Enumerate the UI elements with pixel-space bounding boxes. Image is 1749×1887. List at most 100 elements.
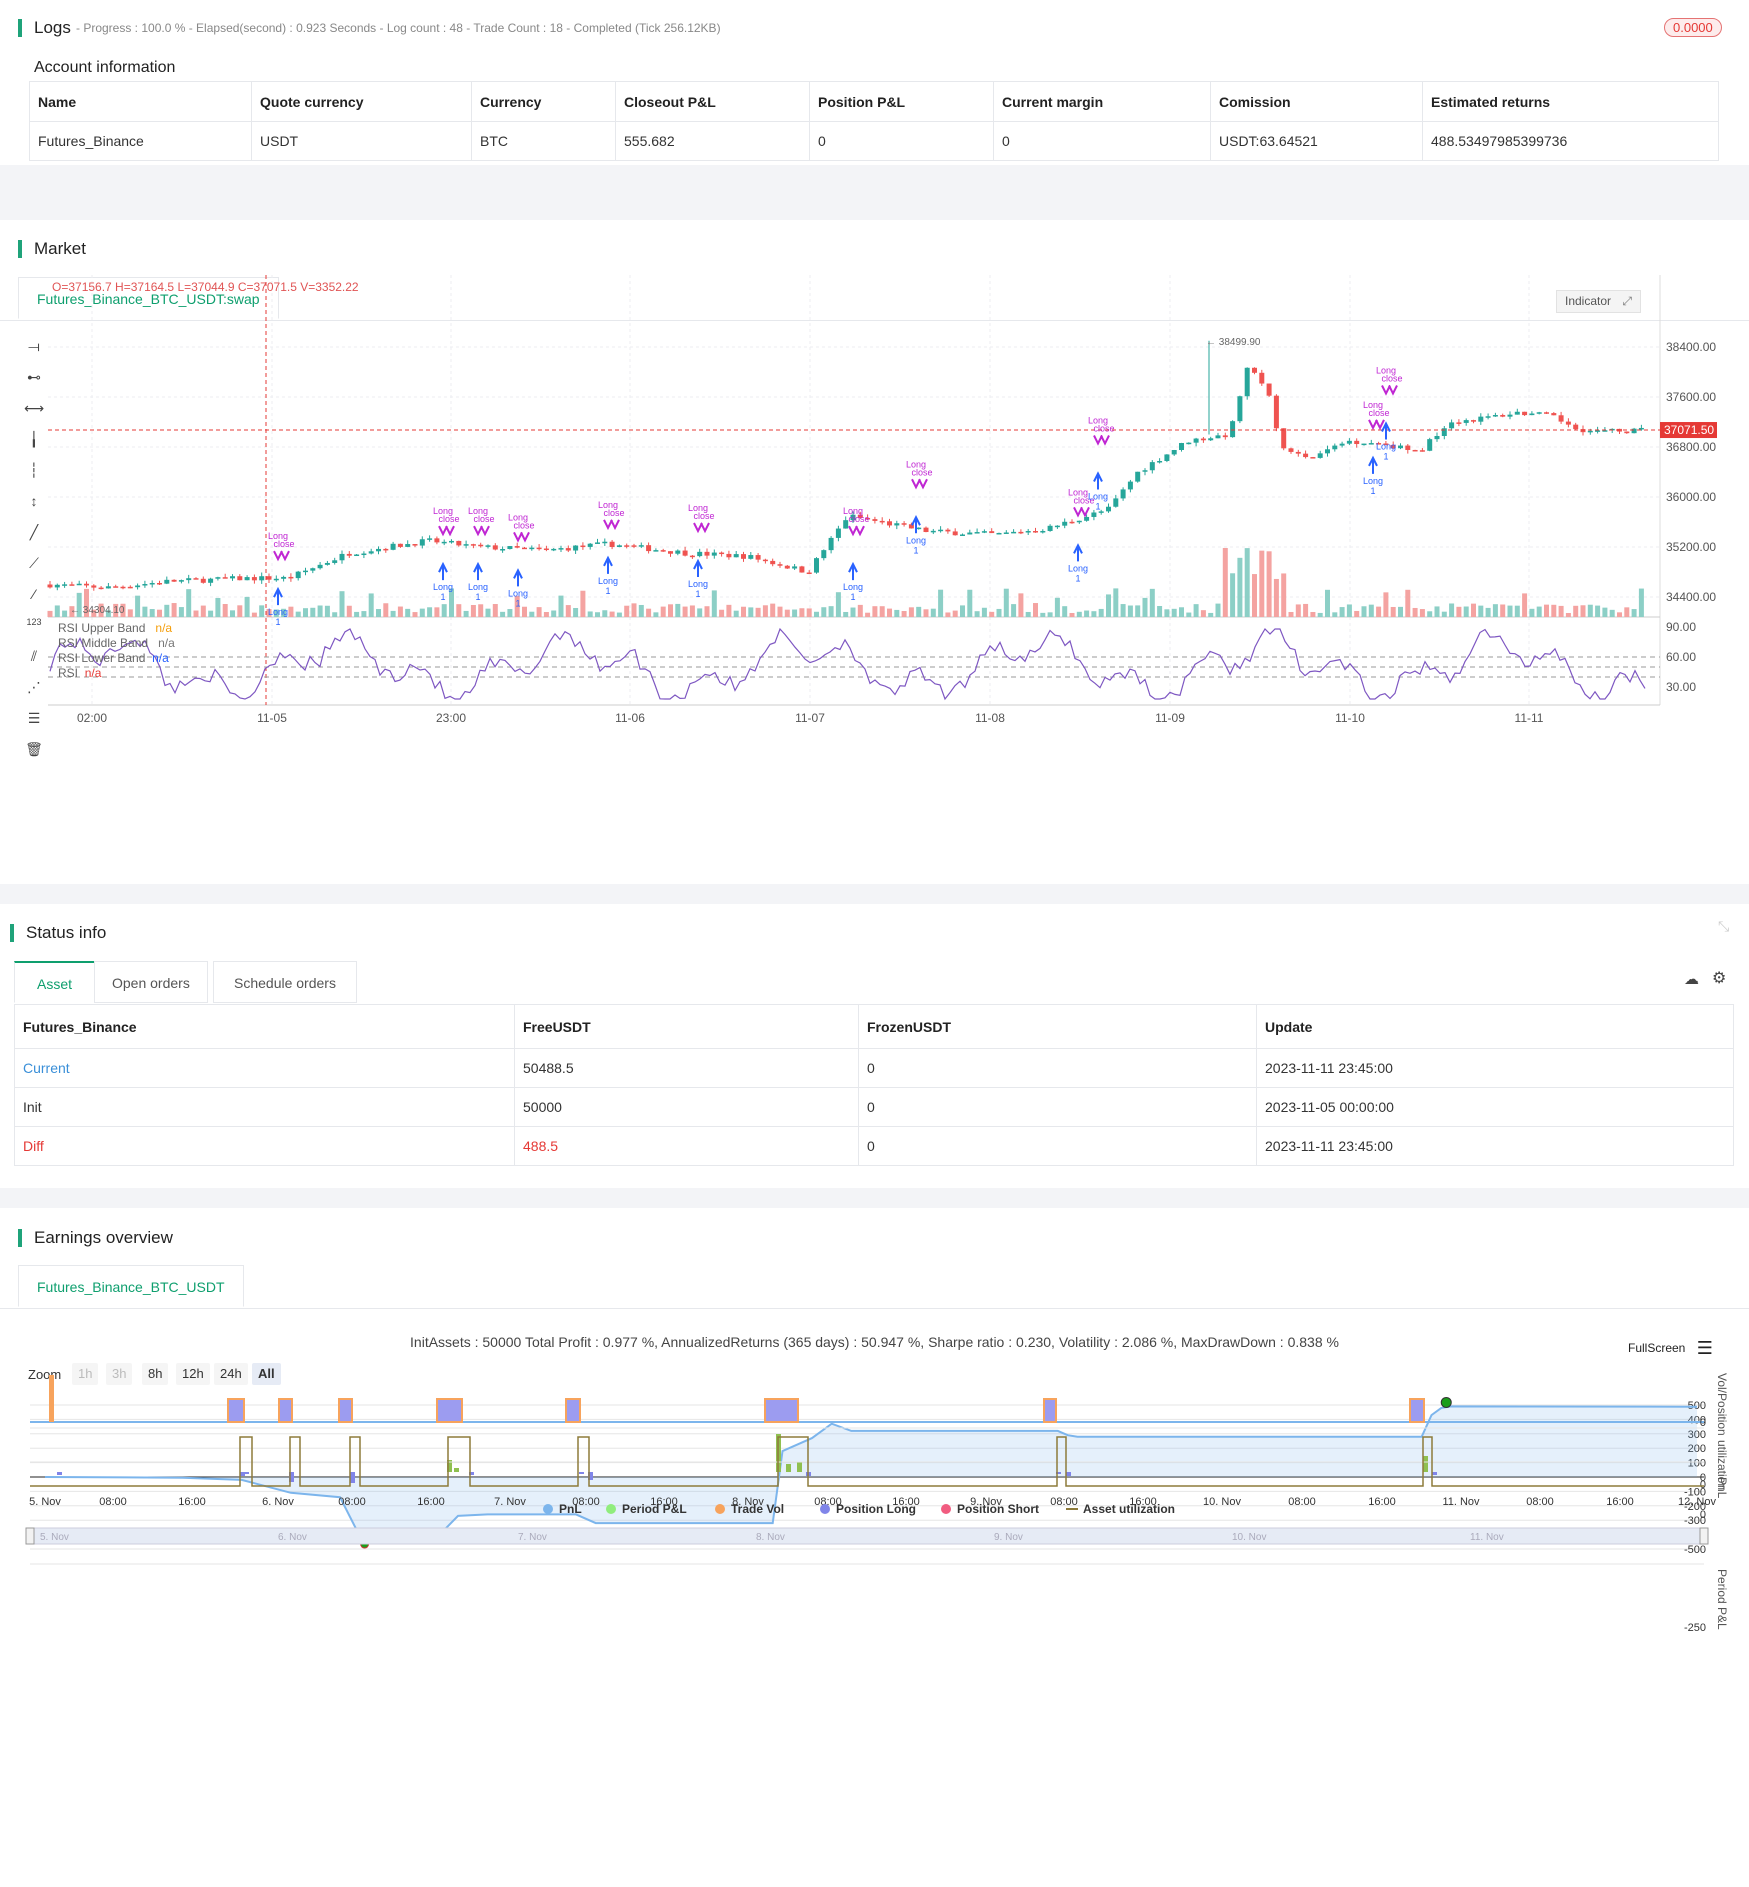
price-tick-label: 36800.00 [1666,440,1716,454]
volume-bar [1507,605,1513,617]
volume-bar [1405,589,1411,617]
volume-bar [1179,607,1184,617]
asset-header: Futures_Binance [14,1004,515,1049]
account-title: Account information [34,59,176,76]
gear-icon[interactable]: ⚙ [1712,970,1727,987]
asset-header: Update [1256,1004,1734,1049]
trend-line-icon[interactable]: ╱ [29,524,39,540]
volume-bar [478,604,484,617]
volume-bar [215,597,221,617]
volume-bar [602,610,608,617]
signal-long-label: Long [1088,416,1108,426]
horizontal-line-icon[interactable]: ⊷ [27,369,41,385]
volume-bar [529,611,535,617]
pnl-tick-label: 300 [1688,1429,1706,1441]
market-chart[interactable]: 38400.00 37600.00 36800.00 36000.00 35200.00… [47,275,1748,725]
candle-body [1390,444,1396,449]
signal-qty-label: 1 [440,592,445,602]
parallel-channel-icon[interactable]: ⫽ [30,648,38,664]
signal-up-arrow [273,586,283,606]
time-tick-label: 11-07 [795,711,825,725]
candle-body [668,551,673,554]
volume-bar [84,588,89,617]
candle-body [470,544,476,546]
zoom-24h[interactable]: 24h [214,1363,248,1385]
candle-body [770,560,776,565]
candle-body [1106,506,1111,512]
volume-bar [872,606,878,617]
trash-icon[interactable]: 🗑 [25,741,43,757]
zoom-8h[interactable]: 8h [142,1363,169,1385]
extended-line-icon[interactable]: ⁄ [32,586,36,602]
candle-body [390,543,396,550]
volume-bar [1186,612,1192,617]
volume-bar [405,608,411,617]
vertical-ray-icon[interactable]: ╽ [29,431,39,447]
volume-bar [1368,604,1374,617]
horizontal-segment-icon[interactable]: ⟷ [23,400,45,416]
candle-body [412,544,418,546]
horizontal-ray-icon[interactable]: ⟞ [28,338,40,354]
trade-vol-bar [49,1375,54,1422]
x-tick-label: 12. Nov [1678,1496,1716,1508]
tab-market-symbol[interactable]: Futures_Binance_BTC_USDT:swap [18,277,279,319]
candle-body [653,550,659,552]
candle-body [711,552,717,556]
indicator-button[interactable]: Indicator ⤢ [1556,290,1641,313]
x-tick-label: 9. Nov [970,1496,1002,1508]
zoom-12h[interactable]: 12h [176,1363,210,1385]
vertical-segment-icon[interactable]: ↕ [30,493,38,509]
volume-bar [514,595,520,617]
volume-bar [1244,548,1250,617]
signal-qty-label: 1 [1370,486,1375,496]
volume-bar [76,592,82,617]
vertical-line-icon[interactable]: ┆ [29,462,39,478]
x-tick-label: 16:00 [650,1496,678,1508]
account-header: Estimated returns [1422,81,1719,122]
signal-up-arrow [473,561,483,581]
candle-body [543,548,549,551]
asset-cell: 0 [858,1126,1257,1166]
volume-bar [784,609,790,617]
volume-bar [1157,606,1163,617]
signal-down-arrow [693,522,710,534]
volume-bar [668,604,673,617]
tab-earnings-symbol[interactable]: Futures_Binance_BTC_USDT [18,1265,244,1307]
menu-icon[interactable]: ☰ [1696,1338,1713,1358]
signal-close-label: close [1368,408,1389,418]
zoom-all[interactable]: All [252,1363,281,1385]
candle-body [1025,531,1031,533]
signal-qty-label: 1 [1383,452,1388,462]
tab-asset[interactable]: Asset [14,961,96,1003]
tab-open-orders[interactable]: Open orders [94,961,208,1003]
ray-line-icon[interactable]: ⟋ [29,555,39,571]
volume-bar [1266,551,1272,617]
candle-body [689,555,695,558]
fullscreen-button[interactable]: FullScreen ☰ [1628,1336,1713,1358]
fib-retracement-icon[interactable]: ☰ [27,710,41,726]
signal-entry-label: Long [1088,492,1108,502]
volume-bar [1215,603,1221,617]
tab-schedule-orders[interactable]: Schedule orders [213,961,357,1003]
cloud-download-icon[interactable]: ☁ [1684,971,1699,988]
asset-cell: 50488.5 [514,1048,859,1088]
candle-body [1383,443,1389,445]
price-label-icon[interactable]: 123 [26,617,42,627]
volume-bar [361,611,367,617]
signal-long-label: Long [1376,366,1396,376]
asset-utilization-line [30,1436,1704,1487]
candle-body [923,527,929,533]
signal-qty-label: 1 [515,598,520,608]
earnings-chart[interactable]: 5004003002001000-100-200-300-400-500PnL0… [0,1373,1749,1887]
expand-icon[interactable]: ⤢ [1622,294,1632,308]
collapse-icon[interactable]: ⤡ [1718,918,1730,934]
volume-bar [631,603,637,617]
volume-bar [711,590,717,617]
fib-icon[interactable]: ⋰ [27,679,41,695]
candle-body [1208,438,1214,441]
candle-body [616,545,622,548]
axis-title: utilization [1715,1440,1729,1490]
zoom-3h[interactable]: 3h [106,1363,133,1385]
zoom-1h[interactable]: 1h [72,1363,99,1385]
volume-bar [646,608,652,617]
